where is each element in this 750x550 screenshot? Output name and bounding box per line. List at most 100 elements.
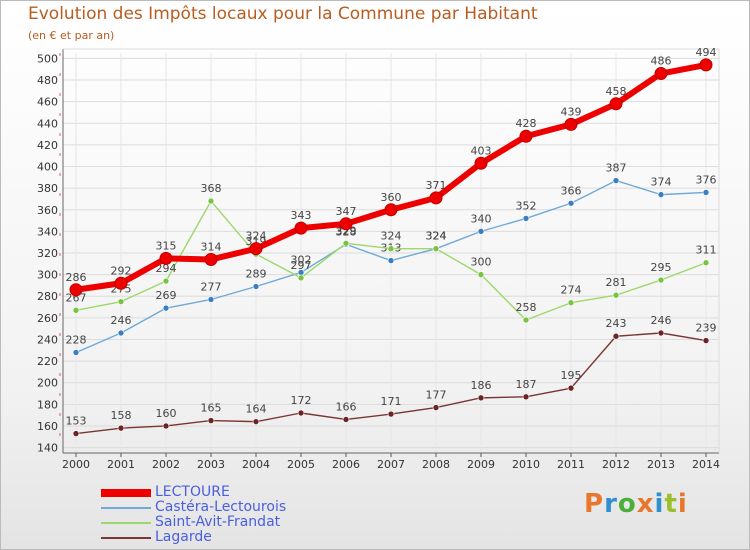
data-point (339, 217, 353, 231)
data-label: 324 (426, 230, 447, 243)
data-point (252, 418, 260, 425)
data-point (522, 393, 530, 401)
data-point (162, 277, 170, 285)
data-point (612, 332, 620, 340)
data-label: 324 (426, 230, 447, 243)
y-tick-label: 340 (37, 225, 58, 238)
proxiti-logo: Proxiti (584, 489, 688, 519)
logo-letter: r (604, 489, 618, 519)
data-label: 295 (651, 261, 672, 274)
data-label: 347 (336, 205, 357, 218)
data-label: 195 (561, 369, 582, 382)
data-point (657, 329, 665, 337)
data-label: 246 (111, 314, 132, 327)
x-tick-label: 2012 (602, 458, 630, 471)
data-label: 158 (111, 409, 132, 422)
y-tick-label: 420 (37, 139, 58, 152)
data-point (432, 245, 440, 252)
legend-swatch (101, 536, 151, 539)
x-tick-label: 2007 (377, 458, 405, 471)
y-tick-label: 200 (37, 377, 58, 390)
data-label: 292 (111, 264, 132, 277)
data-point (522, 316, 530, 324)
logo-letter: P (584, 489, 605, 519)
data-point (567, 299, 575, 307)
data-label: 186 (471, 379, 492, 392)
chart-subtitle: (en € et par an) (28, 29, 115, 42)
data-label: 277 (201, 280, 222, 293)
legend-label: LECTOURE (155, 484, 230, 500)
x-tick-label: 2002 (152, 458, 180, 471)
y-tick-label: 480 (37, 74, 58, 87)
data-label: 269 (156, 289, 177, 302)
legend-item: Saint-Avit-Frandat (101, 515, 286, 530)
data-point (699, 58, 713, 72)
logo-letter: i (654, 489, 665, 519)
y-tick-label: 500 (37, 52, 58, 65)
data-label: 286 (66, 271, 87, 284)
data-label: 281 (606, 276, 627, 289)
data-point (114, 276, 128, 290)
y-tick-label: 320 (37, 247, 58, 260)
y-tick-label: 460 (37, 96, 58, 109)
data-point (294, 221, 308, 235)
y-tick-label: 280 (37, 290, 58, 303)
legend-item: Lagarde (101, 530, 286, 545)
data-label: 294 (156, 262, 177, 275)
data-label: 246 (651, 314, 672, 327)
data-point (387, 257, 395, 264)
y-tick-label: 360 (37, 204, 58, 217)
data-point (702, 189, 710, 196)
data-point (612, 177, 620, 184)
data-label: 368 (201, 182, 222, 195)
data-point (72, 349, 80, 356)
legend-label: Saint-Avit-Frandat (155, 514, 281, 530)
data-point (342, 239, 350, 247)
x-tick-label: 2001 (107, 458, 135, 471)
data-point (117, 424, 125, 432)
data-point (657, 276, 665, 284)
data-label: 328 (336, 225, 357, 238)
x-tick-label: 2003 (197, 458, 225, 471)
legend-label: Lagarde (155, 529, 212, 545)
data-label: 160 (156, 407, 177, 420)
data-point (162, 304, 170, 312)
data-label: 324 (246, 230, 267, 243)
data-label: 352 (516, 199, 537, 212)
data-point (522, 215, 530, 222)
data-label: 187 (516, 378, 537, 391)
x-tick-label: 2006 (332, 458, 360, 471)
data-label: 300 (471, 256, 492, 269)
y-tick-label: 180 (37, 398, 58, 411)
data-point (204, 252, 218, 266)
x-tick-label: 2014 (692, 458, 720, 471)
data-point (159, 251, 173, 265)
data-point (342, 416, 350, 423)
logo-letter: i (677, 489, 688, 519)
data-label: 314 (201, 240, 222, 253)
data-label: 366 (561, 184, 582, 197)
data-point (477, 271, 485, 278)
x-tick-label: 2000 (62, 458, 90, 471)
data-point (72, 430, 80, 437)
data-label: 494 (696, 46, 717, 59)
legend-item: Castéra-Lectourois (101, 500, 286, 515)
data-label: 387 (606, 162, 627, 175)
y-tick-label: 400 (37, 161, 58, 174)
data-point (69, 283, 83, 297)
data-label: 166 (336, 400, 357, 413)
data-point (657, 191, 665, 198)
data-point (567, 384, 575, 392)
legend-swatch (101, 488, 151, 497)
x-tick-label: 2010 (512, 458, 540, 471)
data-label: 228 (66, 333, 87, 346)
data-label: 486 (651, 55, 672, 68)
y-tick-label: 220 (37, 355, 58, 368)
data-label: 343 (291, 209, 312, 222)
x-tick-label: 2013 (647, 458, 675, 471)
data-label: 360 (381, 191, 402, 204)
x-tick-label: 2004 (242, 458, 270, 471)
data-point (387, 410, 395, 418)
data-point (384, 203, 398, 217)
data-point (207, 197, 215, 205)
